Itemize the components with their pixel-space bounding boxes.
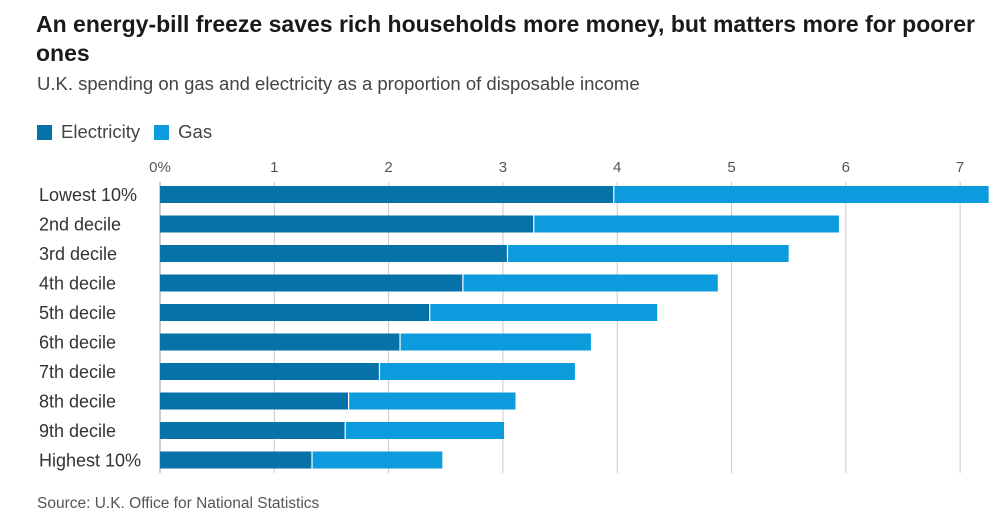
category-label: 9th decile <box>39 421 116 441</box>
bar-electricity-1 <box>160 215 534 233</box>
legend-item-electricity: Electricity <box>37 121 140 143</box>
bar-gas-5 <box>400 333 591 351</box>
bar-gas-0 <box>613 186 989 203</box>
bar-gas-9 <box>312 451 443 469</box>
x-tick-label-5: 5 <box>727 159 735 176</box>
legend-swatch-gas <box>154 124 170 140</box>
category-label: Highest 10% <box>39 451 141 471</box>
x-tick-label-3: 3 <box>499 159 507 176</box>
bar-gas-7 <box>348 392 516 410</box>
bar-electricity-0 <box>160 186 614 203</box>
bar-gas-4 <box>429 304 658 321</box>
x-tick-label-7: 7 <box>956 159 964 176</box>
x-tick-label-6: 6 <box>842 159 850 176</box>
x-tick-label-2: 2 <box>384 159 392 176</box>
category-label: 4th decile <box>39 274 116 294</box>
bar-electricity-8 <box>160 422 346 439</box>
source-note: Source: U.K. Office for National Statist… <box>37 495 320 512</box>
category-label: 7th decile <box>39 362 116 382</box>
chart-title: An energy-bill freeze saves rich househo… <box>36 11 975 66</box>
category-label: 5th decile <box>39 303 116 323</box>
legend-swatch-electricity <box>37 124 52 140</box>
bar-electricity-9 <box>160 451 313 469</box>
category-label: 2nd decile <box>39 215 121 235</box>
bar-gas-8 <box>345 422 505 439</box>
x-tick-label-1: 1 <box>270 159 278 176</box>
category-label: 3rd decile <box>39 244 117 264</box>
bar-gas-2 <box>507 245 789 262</box>
category-label: 8th decile <box>39 392 116 412</box>
bar-gas-6 <box>379 363 575 380</box>
legend: Electricity Gas <box>37 121 226 143</box>
bar-gas-1 <box>533 215 839 233</box>
x-tick-label-4: 4 <box>613 159 621 176</box>
x-tick-label-0: 0% <box>149 159 171 176</box>
legend-item-gas: Gas <box>154 121 212 143</box>
bar-electricity-7 <box>160 392 349 410</box>
chart-subtitle: U.K. spending on gas and electricity as … <box>37 73 640 94</box>
bar-gas-3 <box>462 274 718 292</box>
category-label: 6th decile <box>39 333 116 353</box>
legend-label-gas: Gas <box>178 121 213 142</box>
bar-electricity-3 <box>160 274 463 292</box>
bar-electricity-5 <box>160 333 401 351</box>
bar-electricity-4 <box>160 304 430 321</box>
legend-label-electricity: Electricity <box>61 121 141 142</box>
bar-electricity-6 <box>160 363 380 380</box>
category-label: Lowest 10% <box>39 185 137 205</box>
bar-electricity-2 <box>160 245 508 262</box>
stacked-bar-chart: 0% 1 2 3 4 5 6 7 Lowest 10% 2nd decile 3rd decile 4… <box>39 159 989 473</box>
